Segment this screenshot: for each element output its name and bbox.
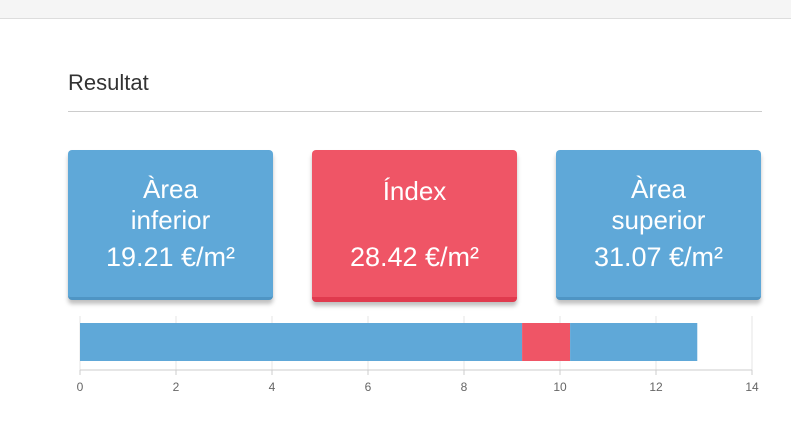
x-tick-label: 14	[745, 380, 759, 394]
x-tick-label: 6	[365, 380, 372, 394]
bar-segment	[80, 323, 523, 361]
divider	[68, 111, 762, 112]
card: Àrea superior 31.07 €/m²	[556, 150, 761, 300]
card: Àrea inferior 19.21 €/m²	[68, 150, 273, 300]
chart: 0 2 4 6 8 10 12 14	[77, 316, 759, 394]
card-label: Índex	[382, 176, 447, 206]
x-tick-label: 12	[649, 380, 663, 394]
x-tick-label: 0	[77, 380, 84, 394]
top-bar	[0, 0, 791, 19]
card-value: 28.42 €/m²	[349, 242, 480, 272]
bar-segment	[570, 323, 698, 361]
x-tick-label: 10	[553, 380, 567, 394]
x-tick-label: 4	[269, 380, 276, 394]
card-value: 31.07 €/m²	[593, 242, 724, 272]
card-label: Àrea inferior	[130, 174, 211, 235]
card: Índex 28.42 €/m²	[312, 150, 517, 302]
x-tick-label: 2	[173, 380, 180, 394]
card-value: 19.21 €/m²	[105, 242, 236, 272]
section-title: Resultat	[68, 70, 149, 95]
x-tick-label: 8	[461, 380, 468, 394]
bar-segment	[522, 323, 571, 361]
card-label: Àrea superior	[611, 174, 706, 235]
